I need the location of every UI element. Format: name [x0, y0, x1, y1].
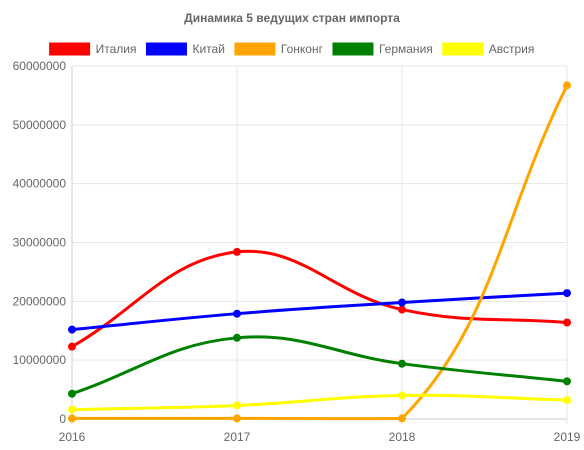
y-tick-label: 30000000	[13, 236, 67, 250]
y-tick-label: 50000000	[13, 118, 67, 132]
legend-item[interactable]: Китай	[145, 42, 225, 56]
legend-label: Италия	[96, 42, 137, 56]
chart-title: Динамика 5 ведущих стран импорта	[184, 11, 400, 25]
series-line	[71, 291, 568, 332]
y-tick-label: 10000000	[13, 353, 67, 367]
data-point[interactable]	[68, 414, 76, 423]
data-point[interactable]	[563, 396, 571, 405]
data-point[interactable]	[398, 391, 406, 400]
series-line	[71, 249, 568, 348]
legend-label: Германия	[379, 42, 433, 56]
data-point[interactable]	[398, 414, 406, 423]
legend-item[interactable]: Италия	[49, 42, 137, 56]
legend-swatch	[332, 42, 374, 56]
legend-item[interactable]: Германия	[332, 42, 433, 56]
y-tick-label: 60000000	[13, 59, 67, 73]
data-point[interactable]	[563, 81, 571, 90]
y-tick-label: 0	[59, 412, 66, 426]
legend[interactable]: Италия Китай Гонконг Германия Австрия	[49, 42, 535, 56]
series-line	[71, 335, 568, 396]
legend-swatch	[145, 42, 187, 56]
series-2	[68, 289, 571, 334]
data-point[interactable]	[68, 342, 76, 351]
x-tick-label: 2017	[224, 430, 251, 444]
series-line	[71, 393, 568, 412]
y-tick-label: 20000000	[13, 294, 67, 308]
legend-swatch	[442, 42, 484, 56]
legend-swatch	[234, 42, 276, 56]
series-lines	[68, 81, 571, 423]
series-4	[68, 333, 571, 398]
legend-label: Австрия	[489, 42, 535, 56]
legend-swatch	[49, 42, 91, 56]
data-point[interactable]	[563, 318, 571, 327]
axes: 0 10000000 20000000 30000000 40000000 5000000…	[13, 59, 581, 444]
series-5	[68, 391, 571, 414]
data-point[interactable]	[398, 359, 406, 368]
x-tick-label: 2019	[554, 430, 581, 444]
x-tick-label: 2018	[389, 430, 416, 444]
data-point[interactable]	[233, 247, 241, 256]
series-1	[68, 247, 571, 351]
data-point[interactable]	[233, 414, 241, 423]
data-point[interactable]	[398, 305, 406, 314]
data-point[interactable]	[563, 377, 571, 386]
series-3	[68, 81, 571, 423]
data-point[interactable]	[233, 401, 241, 410]
data-point[interactable]	[563, 289, 571, 298]
data-point[interactable]	[68, 325, 76, 334]
data-point[interactable]	[398, 298, 406, 307]
legend-label: Китай	[192, 42, 224, 56]
data-point[interactable]	[233, 333, 241, 342]
data-point[interactable]	[68, 389, 76, 398]
data-point[interactable]	[68, 405, 76, 414]
data-point[interactable]	[233, 309, 241, 318]
legend-item[interactable]: Гонконг	[234, 42, 324, 56]
legend-label: Гонконг	[281, 42, 324, 56]
y-tick-label: 40000000	[13, 177, 67, 191]
legend-item[interactable]: Австрия	[442, 42, 535, 56]
grid	[71, 65, 568, 424]
x-tick-label: 2016	[59, 430, 86, 444]
series-line	[72, 84, 569, 421]
